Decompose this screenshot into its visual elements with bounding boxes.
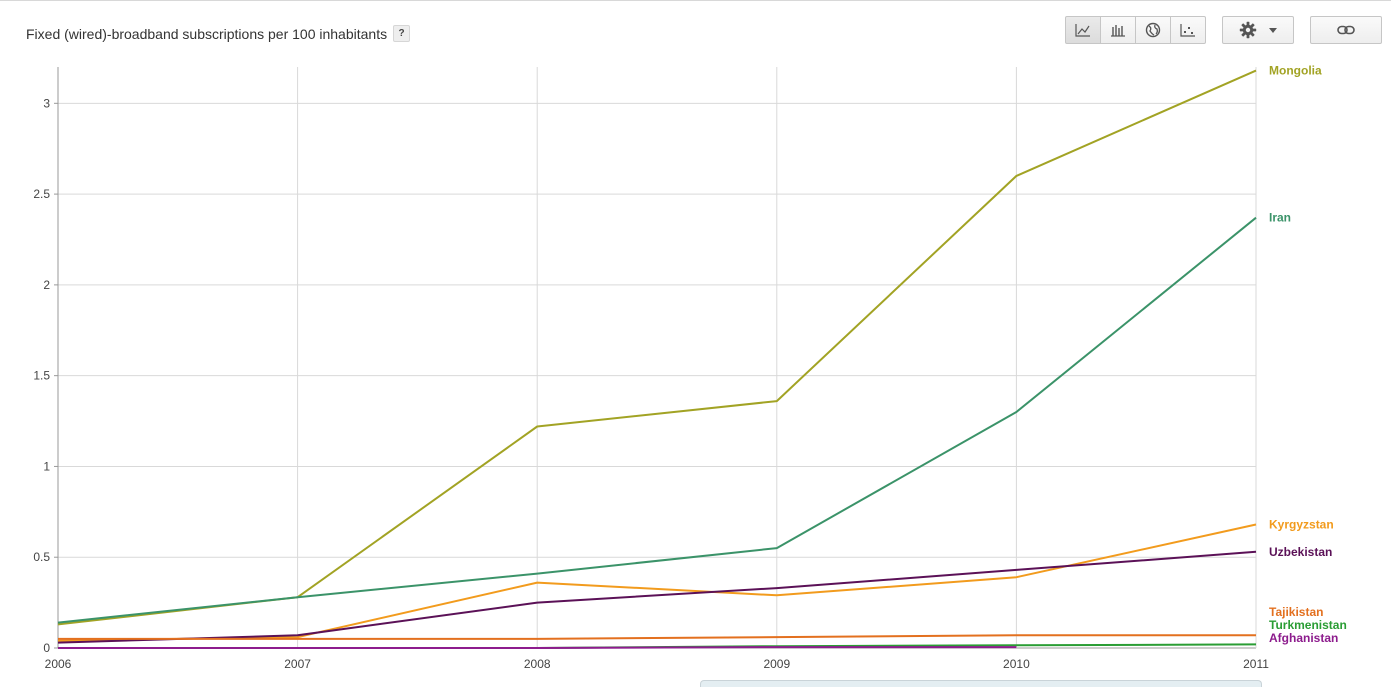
x-tick-label: 2009	[763, 657, 790, 671]
x-tick-label: 2008	[524, 657, 551, 671]
x-tick-label: 2006	[45, 657, 72, 671]
series-label-mongolia[interactable]: Mongolia	[1269, 64, 1322, 78]
link-button[interactable]	[1310, 16, 1382, 44]
gear-icon	[1239, 21, 1257, 39]
series-line-iran[interactable]	[57, 216, 1257, 624]
series-line-afghanistan[interactable]	[58, 646, 1017, 649]
series-label-kyrgyzstan[interactable]: Kyrgyzstan	[1269, 518, 1334, 532]
y-tick-label: 2	[43, 278, 50, 292]
chart-type-switcher	[1065, 16, 1206, 44]
chart-axes: 0 0.5 1 1.5 2 2.5 3 2006 2007 2008 2009 2010 2011	[33, 96, 1269, 671]
scatter-chart-icon	[1180, 24, 1195, 37]
y-tick-label: 3	[43, 96, 50, 110]
series-label-afghanistan[interactable]: Afghanistan	[1269, 631, 1338, 645]
chart-title: Fixed (wired)-broadband subscriptions pe…	[26, 25, 388, 42]
chart-series	[57, 69, 1257, 649]
series-line-uzbekistan[interactable]	[57, 550, 1257, 644]
y-tick-label: 0	[43, 641, 50, 655]
settings-button[interactable]	[1222, 16, 1294, 44]
series-label-iran[interactable]: Iran	[1269, 211, 1291, 225]
y-tick-label: 1	[43, 459, 50, 473]
series-line-mongolia[interactable]	[57, 69, 1257, 626]
line-chart-button[interactable]	[1065, 16, 1101, 44]
bar-chart-button[interactable]	[1100, 16, 1136, 44]
series-label-tajikistan[interactable]: Tajikistan	[1269, 605, 1323, 619]
chart-series-labels: Mongolia Iran Kyrgyzstan Uzbekistan Tajikist…	[1269, 64, 1347, 645]
link-icon	[1337, 25, 1355, 35]
y-tick-label: 2.5	[33, 187, 50, 201]
series-label-uzbekistan[interactable]: Uzbekistan	[1269, 545, 1332, 559]
chart-gridlines	[57, 67, 1257, 649]
x-tick-label: 2011	[1243, 657, 1269, 671]
series-line-kyrgyzstan[interactable]	[57, 523, 1257, 642]
x-tick-label: 2010	[1003, 657, 1030, 671]
help-button[interactable]: ?	[393, 25, 411, 42]
top-divider	[0, 0, 1391, 1]
y-tick-label: 0.5	[33, 550, 50, 564]
chart-header: Fixed (wired)-broadband subscriptions pe…	[26, 25, 411, 42]
series-line-tajikistan[interactable]	[58, 634, 1256, 640]
x-tick-label: 2007	[284, 657, 311, 671]
bar-chart-icon	[1111, 25, 1125, 37]
line-chart-icon	[1075, 24, 1090, 37]
scatter-chart-button[interactable]	[1170, 16, 1206, 44]
series-label-turkmenistan[interactable]: Turkmenistan	[1269, 618, 1347, 632]
y-tick-label: 1.5	[33, 369, 50, 383]
timeline-scrollbar[interactable]	[700, 680, 1262, 687]
chevron-down-icon	[1269, 27, 1277, 33]
globe-icon	[1145, 22, 1161, 38]
